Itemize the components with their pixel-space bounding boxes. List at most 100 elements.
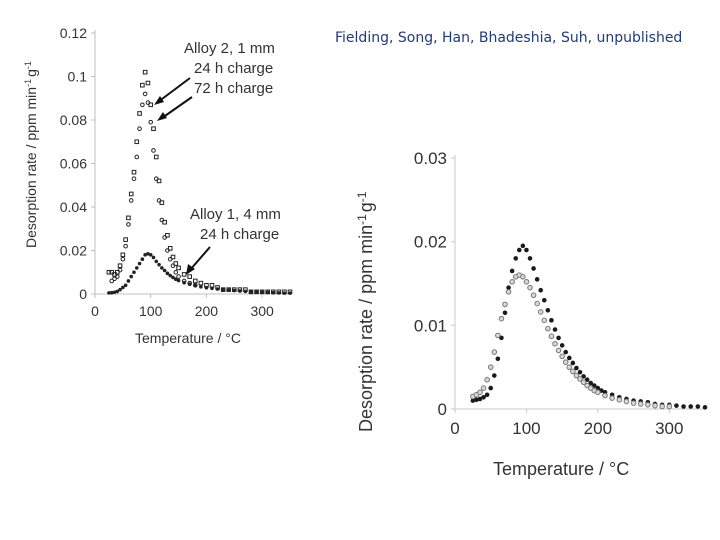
- data-point: [254, 290, 259, 294]
- data-point: [282, 291, 287, 295]
- annotation-arrow-24h: [157, 77, 191, 103]
- data-point: [176, 278, 181, 283]
- data-point: [573, 372, 580, 379]
- data-point: [609, 395, 615, 401]
- data-point: [545, 307, 551, 313]
- data-point: [168, 273, 173, 278]
- data-point: [156, 178, 162, 184]
- data-point: [666, 403, 673, 410]
- data-point: [541, 317, 548, 324]
- y-tick-label: 0.03: [414, 149, 447, 168]
- series-1: [470, 272, 673, 410]
- x-tick-label: 300: [250, 303, 274, 319]
- data-point: [106, 269, 112, 275]
- data-point: [513, 256, 519, 261]
- data-point: [171, 275, 175, 280]
- data-point: [491, 349, 498, 355]
- data-point: [118, 287, 122, 292]
- data-point: [477, 396, 483, 402]
- data-point: [112, 276, 117, 282]
- data-point: [159, 217, 165, 223]
- data-point: [167, 246, 173, 251]
- annotation-alloy2-line2: 24 h charge: [194, 60, 273, 77]
- data-point: [566, 364, 573, 370]
- data-point: [114, 274, 120, 279]
- data-point: [570, 368, 576, 375]
- data-point: [549, 318, 554, 323]
- data-point: [288, 291, 292, 295]
- data-point: [109, 278, 115, 284]
- chart-right-y-label: Desorption rate / ppm min-1g-1: [355, 191, 376, 432]
- data-point: [577, 376, 583, 382]
- data-point: [137, 261, 142, 266]
- data-point: [134, 154, 140, 160]
- data-point: [520, 243, 526, 249]
- data-point: [249, 290, 253, 294]
- data-point: [117, 263, 123, 269]
- data-point: [131, 169, 137, 175]
- data-point: [577, 369, 583, 375]
- data-point: [534, 300, 540, 307]
- annotation-arrowhead-72h: [157, 112, 167, 121]
- data-point: [260, 290, 264, 295]
- data-point: [159, 200, 165, 205]
- data-point: [695, 404, 701, 409]
- y-tick-label: 0.02: [60, 242, 87, 258]
- data-point: [199, 285, 203, 289]
- data-point: [117, 267, 123, 273]
- data-point: [165, 248, 170, 253]
- annotation-alloy1-line1: Alloy 1, 4 mm: [190, 206, 281, 223]
- data-point: [123, 237, 128, 242]
- data-point: [154, 259, 159, 264]
- data-point: [659, 403, 665, 410]
- annotation-alloy2-line1: Alloy 2, 1 mm: [184, 40, 275, 57]
- y-tick-label: 0.06: [60, 155, 87, 171]
- data-point: [271, 290, 276, 295]
- data-point: [623, 398, 630, 405]
- data-point: [215, 287, 220, 291]
- data-point: [548, 333, 555, 340]
- data-point: [176, 265, 181, 271]
- data-point: [509, 279, 515, 285]
- x-tick-label: 100: [512, 419, 540, 438]
- data-point: [210, 286, 214, 291]
- data-point: [488, 385, 494, 391]
- data-point: [198, 280, 204, 286]
- data-point: [121, 285, 125, 290]
- data-point: [520, 274, 526, 280]
- x-tick-label: 200: [584, 419, 612, 438]
- data-point: [148, 119, 154, 125]
- data-point: [140, 257, 145, 262]
- data-point: [630, 400, 637, 406]
- data-point: [142, 91, 148, 97]
- annotation-arrow-alloy1: [189, 246, 211, 271]
- data-point: [173, 261, 179, 266]
- y-tick-label: 0.1: [68, 68, 88, 84]
- data-point: [157, 262, 161, 267]
- annotation-alloy1-line2: 24 h charge: [200, 226, 279, 243]
- data-point: [602, 392, 608, 399]
- data-point: [187, 282, 192, 287]
- data-point: [516, 247, 522, 253]
- data-point: [580, 379, 587, 386]
- y-tick-label: 0.12: [60, 25, 87, 41]
- data-point: [107, 291, 111, 295]
- data-point: [681, 404, 686, 409]
- data-point: [491, 373, 497, 378]
- data-point: [616, 396, 623, 403]
- data-point: [132, 270, 136, 275]
- chart-left-y-label: Desorption rate / ppm min-1g-1: [23, 61, 39, 248]
- data-point: [170, 254, 176, 260]
- annotation-arrow-72h: [161, 96, 193, 119]
- data-point: [181, 272, 187, 277]
- y-tick-label: 0.08: [60, 112, 87, 128]
- data-point: [566, 355, 572, 361]
- data-point: [151, 126, 156, 132]
- x-tick-label: 0: [91, 303, 99, 319]
- data-point: [545, 325, 551, 332]
- data-point: [480, 385, 487, 391]
- data-point: [143, 253, 147, 257]
- y-tick-label: 0: [438, 400, 447, 419]
- data-point: [109, 290, 114, 295]
- data-point: [134, 266, 139, 270]
